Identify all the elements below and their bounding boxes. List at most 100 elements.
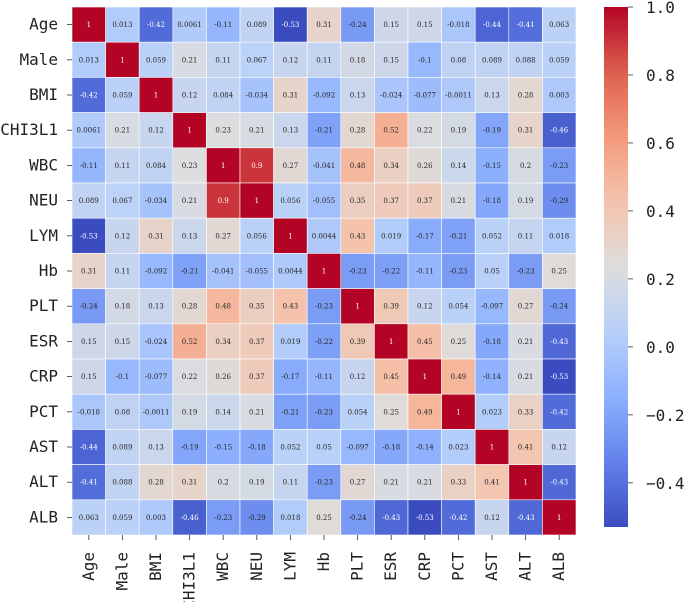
heatmap-cell-CHI3L1-Hb bbox=[306, 112, 342, 149]
colorbar-tick-label: 0.4 bbox=[646, 202, 675, 221]
cell-value-label: 0.11 bbox=[115, 268, 131, 276]
cell-value-label: -0.23 bbox=[315, 479, 333, 487]
cell-value-label: -0.46 bbox=[550, 127, 568, 135]
cell-value-label: 0.13 bbox=[283, 127, 299, 135]
cell-value-label: -0.42 bbox=[147, 21, 165, 29]
heatmap-cell-ALT-AST bbox=[474, 464, 510, 501]
cell-value-label: -0.21 bbox=[449, 232, 467, 240]
heatmap-cell-PLT-Hb bbox=[306, 288, 342, 325]
heatmap-cell-CRP-CRP bbox=[407, 358, 442, 395]
y-tick-label-WBC: WBC bbox=[29, 155, 58, 174]
heatmap-cell-ALT-CHI3L1 bbox=[172, 464, 207, 501]
cell-value-label: 0.089 bbox=[112, 444, 132, 452]
cell-value-label: 0.25 bbox=[551, 268, 567, 276]
heatmap-cell-CHI3L1-WBC bbox=[206, 112, 241, 149]
cell-value-label: 0.27 bbox=[518, 303, 534, 311]
y-tick-label-CRP: CRP bbox=[29, 367, 58, 386]
cell-value-label: 0.27 bbox=[215, 232, 231, 240]
heatmap-cell-Age-Hb bbox=[306, 6, 342, 43]
cell-value-label: 0.31 bbox=[316, 21, 332, 29]
cell-value-label: 0.23 bbox=[215, 127, 231, 135]
cell-value-label: -0.23 bbox=[315, 303, 333, 311]
cell-value-label: 0.22 bbox=[182, 373, 198, 381]
cell-value-label: -0.11 bbox=[80, 162, 98, 170]
cell-value-label: 0.21 bbox=[182, 197, 198, 205]
cell-value-label: -0.53 bbox=[281, 21, 299, 29]
cell-value-label: -0.18 bbox=[382, 444, 400, 452]
cell-value-label: -0.53 bbox=[80, 232, 98, 240]
heatmap-cell-PCT-BMI bbox=[138, 393, 174, 430]
heatmap-cell-Male-ESR bbox=[374, 41, 409, 78]
cell-value-label: -0.11 bbox=[214, 21, 232, 29]
cell-value-label: 0.059 bbox=[146, 56, 166, 64]
x-tick-label-Age: Age bbox=[79, 552, 98, 581]
cell-value-label: 0.003 bbox=[146, 514, 166, 522]
heatmap-cell-WBC-Hb bbox=[306, 147, 342, 184]
heatmap-cell-ALB-BMI bbox=[138, 499, 174, 536]
heatmap-cell-LYM-CHI3L1 bbox=[172, 217, 207, 254]
heatmap-cell-AST-CRP bbox=[407, 429, 442, 465]
cell-value-label: 0.2 bbox=[218, 479, 229, 487]
y-tick-label-Hb: Hb bbox=[39, 261, 58, 280]
heatmap-cell-Male-NEU bbox=[239, 41, 274, 78]
cell-value-label: -0.43 bbox=[550, 479, 568, 487]
heatmap-cell-BMI-NEU bbox=[239, 77, 274, 113]
cell-value-label: 0.0061 bbox=[77, 127, 102, 135]
heatmap-cell-ALT-ALB bbox=[542, 464, 577, 501]
cell-value-label: 0.12 bbox=[484, 514, 500, 522]
heatmap-cell-Male-BMI bbox=[138, 41, 174, 78]
heatmap-cell-LYM-PCT bbox=[441, 217, 476, 254]
cell-value-label: 0.08 bbox=[451, 56, 467, 64]
heatmap-cell-AST-LYM bbox=[273, 429, 308, 465]
cell-value-label: 0.27 bbox=[283, 162, 299, 170]
heatmap-cell-ESR-ESR bbox=[374, 323, 409, 360]
heatmap-cell-Male-LYM bbox=[273, 41, 308, 78]
cell-value-label: -0.17 bbox=[281, 373, 299, 381]
heatmap-cell-ALT-CRP bbox=[407, 464, 442, 501]
heatmap-cell-BMI-PLT bbox=[340, 77, 375, 113]
cell-value-label: 0.31 bbox=[182, 479, 198, 487]
cell-value-label: 0.05 bbox=[316, 444, 332, 452]
cell-value-label: 0.49 bbox=[451, 373, 467, 381]
cell-value-label: 0.21 bbox=[451, 197, 467, 205]
heatmap-cell-CHI3L1-CHI3L1 bbox=[172, 112, 207, 149]
heatmap-cell-PCT-Hb bbox=[306, 393, 342, 430]
heatmap-cell-CHI3L1-NEU bbox=[239, 112, 274, 149]
cell-value-label: 0.26 bbox=[417, 162, 433, 170]
heatmap-cell-NEU-AST bbox=[474, 182, 510, 219]
cell-value-label: 1 bbox=[154, 92, 158, 100]
cell-value-label: -0.44 bbox=[483, 21, 501, 29]
x-tick-label-CRP: CRP bbox=[415, 552, 434, 581]
heatmap-cell-CHI3L1-ESR bbox=[374, 112, 409, 149]
y-tick-label-PCT: PCT bbox=[29, 402, 58, 421]
cell-value-label: -0.18 bbox=[483, 338, 501, 346]
cell-value-label: 0.063 bbox=[549, 21, 569, 29]
cell-value-label: -0.15 bbox=[214, 444, 232, 452]
cell-value-label: 0.12 bbox=[283, 56, 299, 64]
cell-value-label: 0.21 bbox=[249, 127, 265, 135]
cell-value-label: 0.12 bbox=[417, 303, 433, 311]
colorbar-tick-label: 0.6 bbox=[646, 134, 675, 153]
cell-value-label: 0.14 bbox=[215, 408, 231, 416]
x-tick-label-WBC: WBC bbox=[213, 552, 232, 581]
cell-value-label: 0.056 bbox=[247, 232, 268, 240]
cell-value-label: -0.092 bbox=[313, 92, 335, 100]
cell-value-label: 1 bbox=[389, 338, 393, 346]
y-tick-label-CHI3L1: CHI3L1 bbox=[0, 120, 58, 139]
cell-value-label: 0.22 bbox=[417, 127, 433, 135]
heatmap-cell-LYM-Age bbox=[71, 217, 106, 254]
y-tick-label-ESR: ESR bbox=[29, 331, 58, 350]
cell-value-label: 0.15 bbox=[417, 21, 433, 29]
heatmap-cell-Age-PCT bbox=[441, 6, 476, 43]
cell-value-label: 0.19 bbox=[518, 197, 534, 205]
cell-value-label: 1 bbox=[255, 197, 259, 205]
colorbar-tick-label: −0.2 bbox=[646, 406, 685, 425]
heatmap-cell-WBC-ESR bbox=[374, 147, 409, 184]
cell-value-label: -0.055 bbox=[313, 197, 335, 205]
heatmap-cell-PLT-ALT bbox=[508, 288, 543, 325]
heatmap-cell-NEU-Male bbox=[105, 182, 140, 219]
cell-value-label: 0.084 bbox=[213, 92, 234, 100]
heatmap-cell-ESR-Hb bbox=[306, 323, 342, 360]
cell-value-label: 1 bbox=[557, 514, 561, 522]
heatmap-cell-AST-PLT bbox=[340, 429, 375, 465]
